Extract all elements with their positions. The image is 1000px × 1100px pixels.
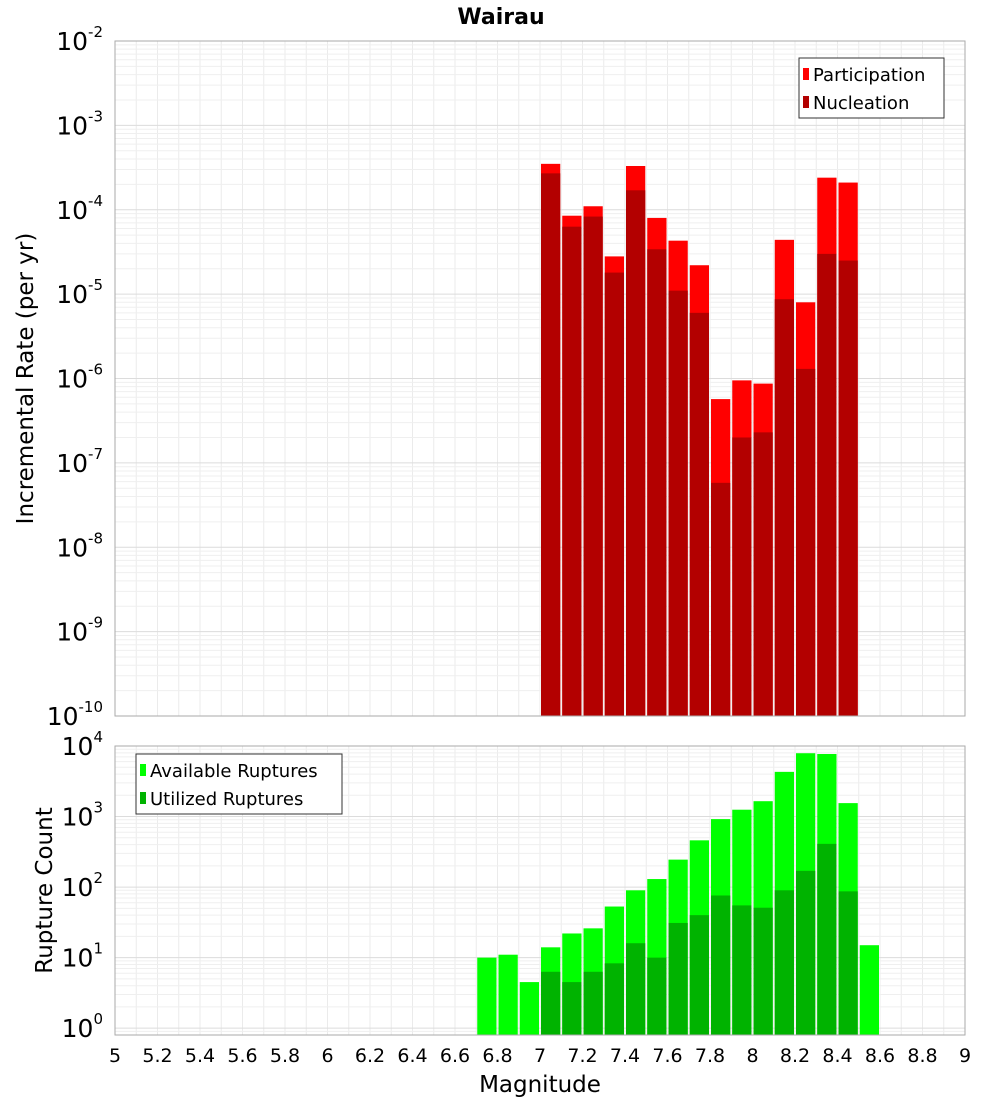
- bar-nucleation: [774, 299, 794, 716]
- bar-nucleation: [562, 226, 582, 716]
- bar-nucleation: [541, 173, 561, 716]
- y-tick-label: 101: [62, 940, 103, 973]
- bar-utilized-ruptures: [817, 843, 837, 1035]
- y-tick-label: 10-10: [47, 698, 103, 731]
- bar-nucleation: [838, 260, 858, 716]
- y-tick-label: 10-6: [56, 361, 103, 394]
- bottom-y-tick-labels: 100 101 102 103 104: [62, 728, 103, 1043]
- x-tick-label: 7.4: [610, 1045, 640, 1067]
- x-tick-label: 6.4: [397, 1045, 427, 1067]
- y-tick-label: 10-5: [56, 276, 103, 309]
- bar-utilized-ruptures: [689, 915, 709, 1035]
- x-tick-label: 6.2: [355, 1045, 385, 1067]
- x-tick-label: 9: [959, 1045, 971, 1067]
- bar-available-ruptures: [477, 957, 497, 1035]
- x-tick-label: 5.8: [270, 1045, 300, 1067]
- y-tick-label: 10-9: [56, 614, 103, 647]
- legend-box: [135, 753, 343, 815]
- x-tick-label: 8.4: [822, 1045, 852, 1067]
- y-tick-label: 102: [62, 869, 103, 902]
- x-tick-label: 7.2: [567, 1045, 597, 1067]
- bar-nucleation: [732, 437, 752, 716]
- x-tick-label: 7: [534, 1045, 546, 1067]
- y-tick-label: 10-7: [56, 445, 103, 478]
- bar-nucleation: [583, 216, 603, 716]
- bar-utilized-ruptures: [541, 971, 561, 1035]
- x-tick-label: 5: [109, 1045, 121, 1067]
- bottom-plot-frame: [114, 745, 966, 1036]
- x-tick-label: 6.6: [440, 1045, 470, 1067]
- bar-utilized-ruptures: [583, 971, 603, 1035]
- legend-swatch: [140, 792, 146, 804]
- bottom-legend[interactable]: Available Ruptures Utilized Ruptures: [135, 753, 343, 815]
- top-y-tick-labels: 10-10 10-9 10-8 10-7 10-6 10-5 10-4 10-3 10-2: [47, 23, 103, 731]
- bar-nucleation: [689, 312, 709, 716]
- bar-nucleation: [817, 253, 837, 716]
- bar-utilized-ruptures: [626, 943, 646, 1035]
- legend-swatch: [803, 68, 809, 80]
- top-plot-bars: [541, 163, 858, 717]
- top-plot-grid: [114, 40, 966, 717]
- x-tick-label: 5.2: [142, 1045, 172, 1067]
- bottom-plot-bars: [477, 753, 879, 1035]
- y-tick-label: 10-3: [56, 107, 103, 140]
- x-tick-label: 6: [321, 1045, 333, 1067]
- x-tick-labels: 5 5.2 5.4 5.6 5.8 6 6.2 6.4 6.6 6.8 7 7.2 7.4 7.6 7.8 8…: [109, 1045, 971, 1067]
- bar-nucleation: [711, 482, 731, 716]
- x-tick-label: 8: [746, 1045, 758, 1067]
- x-tick-label: 7.8: [695, 1045, 725, 1067]
- bar-nucleation: [796, 368, 816, 716]
- legend-box: [798, 57, 945, 119]
- x-tick-label: 5.4: [185, 1045, 215, 1067]
- bar-nucleation: [647, 249, 667, 716]
- y-tick-label: 104: [62, 728, 103, 761]
- bar-available-ruptures: [859, 945, 879, 1035]
- y-tick-label: 103: [62, 799, 103, 832]
- x-tick-label: 8.6: [865, 1045, 895, 1067]
- bar-utilized-ruptures: [647, 957, 667, 1035]
- top-y-axis-label: Incremental Rate (per yr): [13, 233, 39, 525]
- x-tick-label: 7.6: [652, 1045, 682, 1067]
- bar-utilized-ruptures: [796, 870, 816, 1035]
- bar-nucleation: [626, 190, 646, 716]
- y-tick-label: 10-8: [56, 529, 103, 562]
- bar-nucleation: [753, 432, 773, 716]
- x-tick-label: 6.8: [482, 1045, 512, 1067]
- bar-utilized-ruptures: [562, 982, 582, 1035]
- legend-label: Utilized Ruptures: [150, 789, 303, 810]
- x-tick-label: 8.8: [907, 1045, 937, 1067]
- legend-label: Nucleation: [813, 93, 909, 114]
- y-tick-label: 10-2: [56, 23, 103, 56]
- y-tick-label: 100: [62, 1010, 103, 1043]
- chart-title: Wairau: [457, 5, 544, 30]
- legend-swatch: [803, 96, 809, 108]
- bar-utilized-ruptures: [732, 905, 752, 1035]
- bar-utilized-ruptures: [774, 890, 794, 1035]
- bar-utilized-ruptures: [753, 907, 773, 1035]
- x-tick-label: 5.6: [227, 1045, 257, 1067]
- top-legend[interactable]: Participation Nucleation: [798, 57, 945, 119]
- bar-available-ruptures: [498, 954, 518, 1035]
- bar-utilized-ruptures: [711, 895, 731, 1035]
- legend-label: Participation: [813, 65, 925, 86]
- legend-swatch: [140, 764, 146, 776]
- x-axis-label: Magnitude: [479, 1072, 601, 1098]
- top-plot-frame: [114, 40, 966, 717]
- bar-utilized-ruptures: [604, 963, 624, 1035]
- bottom-y-axis-label: Rupture Count: [32, 807, 58, 973]
- bar-utilized-ruptures: [668, 922, 688, 1035]
- x-tick-label: 8.2: [780, 1045, 810, 1067]
- legend-label: Available Ruptures: [150, 761, 318, 782]
- bar-available-ruptures: [519, 982, 539, 1035]
- y-tick-label: 10-4: [56, 192, 103, 225]
- bar-nucleation: [668, 290, 688, 716]
- bar-nucleation: [604, 272, 624, 716]
- bar-utilized-ruptures: [838, 891, 858, 1035]
